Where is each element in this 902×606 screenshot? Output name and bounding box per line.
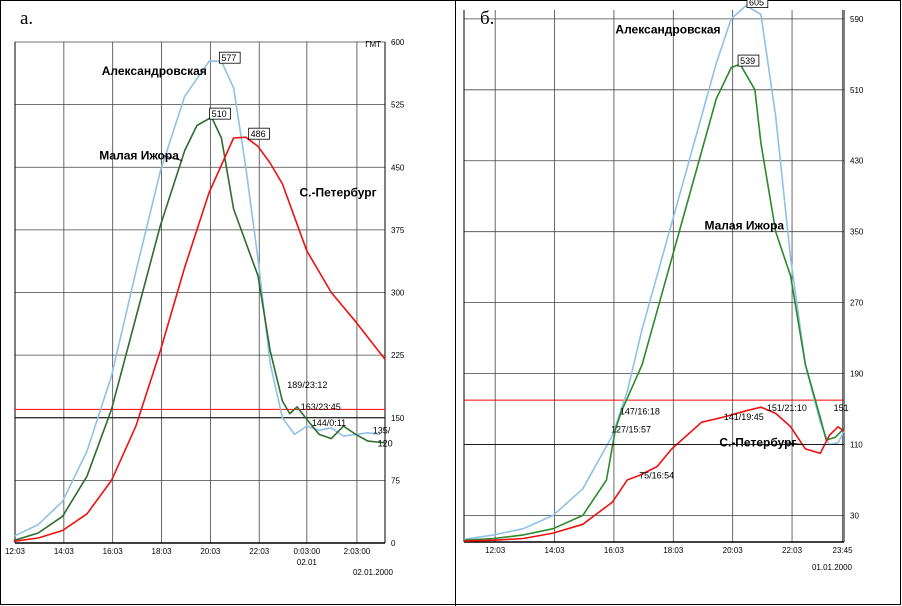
x-tick-label: 12:03 — [5, 547, 26, 556]
x-tick-label: 0:03:00 — [293, 547, 320, 556]
value-box — [746, 0, 769, 8]
y-tick-label: 350 — [850, 228, 864, 237]
point-annotation: 163/23:45 — [301, 402, 341, 412]
point-annotation: 135/ — [373, 425, 391, 435]
y-tick-label: 450 — [391, 163, 405, 172]
value-box — [248, 127, 270, 140]
y-tick-label: 525 — [391, 101, 405, 110]
x-tick-label: 20:03 — [723, 546, 744, 555]
series-name-label: С.-Петербург — [719, 436, 796, 450]
value-label: 539 — [740, 56, 755, 66]
x-tick-label: 14:03 — [54, 547, 75, 556]
y-tick-label: 0 — [391, 539, 396, 548]
point-annotation: 151 — [834, 403, 849, 413]
value-label: 577 — [221, 53, 236, 63]
y-tick-label: 225 — [391, 351, 405, 360]
y-tick-label: 270 — [850, 299, 864, 308]
x-tick-label: 2:03:00 — [344, 547, 371, 556]
series-name-label: Малая Ижора — [99, 149, 179, 163]
x-tick-label: 12:03 — [485, 546, 506, 555]
y-tick-label: 300 — [391, 289, 405, 298]
y-tick-label: 510 — [850, 86, 864, 95]
x-tick-label: 23:45 — [833, 546, 854, 555]
series-name-label: Малая Ижора — [704, 218, 784, 232]
point-annotation: 189/23:12 — [287, 380, 327, 390]
value-label: 486 — [251, 129, 266, 139]
value-box — [209, 107, 231, 120]
y-tick-label: 30 — [850, 511, 859, 520]
series-line-1 — [13, 116, 386, 542]
y-tick-label: 75 — [391, 476, 400, 485]
point-annotation: 141/19:45 — [724, 412, 764, 422]
date-label: 01.01.2000 — [812, 563, 853, 572]
series-line-2 — [13, 136, 386, 543]
x-tick-label: 16:03 — [604, 546, 625, 555]
x-tick-label: 22:03 — [782, 546, 803, 555]
series-name-label: Александровская — [102, 64, 207, 78]
panel-divider — [455, 0, 456, 606]
unit-label: ГМТ — [365, 40, 381, 49]
x-tick-label: 20:03 — [200, 547, 221, 556]
panel-label-a: а. — [20, 8, 34, 29]
date-label: 02.01.2000 — [353, 568, 394, 577]
x-sublabel: 02.01 — [297, 558, 318, 567]
point-annotation: 120 — [378, 439, 393, 449]
x-tick-label: 16:03 — [103, 547, 124, 556]
y-tick-label: 590 — [850, 15, 864, 24]
series-name-label: Александровская — [615, 23, 720, 37]
y-tick-label: 150 — [391, 414, 405, 423]
series-line-0 — [13, 60, 381, 538]
point-annotation: 147/16:18 — [620, 407, 660, 417]
point-annotation: 75/16:54 — [639, 471, 674, 481]
value-box — [737, 54, 760, 67]
point-annotation: 144/0:11 — [312, 418, 346, 428]
value-label: 605 — [749, 0, 764, 8]
y-tick-label: 190 — [850, 370, 864, 379]
pointer-line — [162, 155, 183, 162]
y-tick-label: 600 — [391, 38, 405, 47]
point-annotation: 151/21:10 — [767, 403, 807, 413]
x-tick-label: 14:03 — [545, 546, 566, 555]
point-annotation: 127/15:57 — [611, 424, 651, 434]
y-tick-label: 375 — [391, 226, 405, 235]
series-line-0 — [463, 4, 845, 541]
series-name-label: С.-Петербург — [300, 185, 377, 199]
x-tick-label: 22:03 — [249, 547, 270, 556]
series-line-2 — [463, 406, 845, 542]
series-line-1 — [463, 63, 845, 541]
value-label: 510 — [212, 109, 227, 119]
value-box — [218, 51, 241, 64]
y-tick-label: 430 — [850, 157, 864, 166]
y-tick-label: 110 — [850, 440, 863, 449]
x-tick-label: 18:03 — [152, 547, 173, 556]
x-tick-label: 18:03 — [663, 546, 684, 555]
